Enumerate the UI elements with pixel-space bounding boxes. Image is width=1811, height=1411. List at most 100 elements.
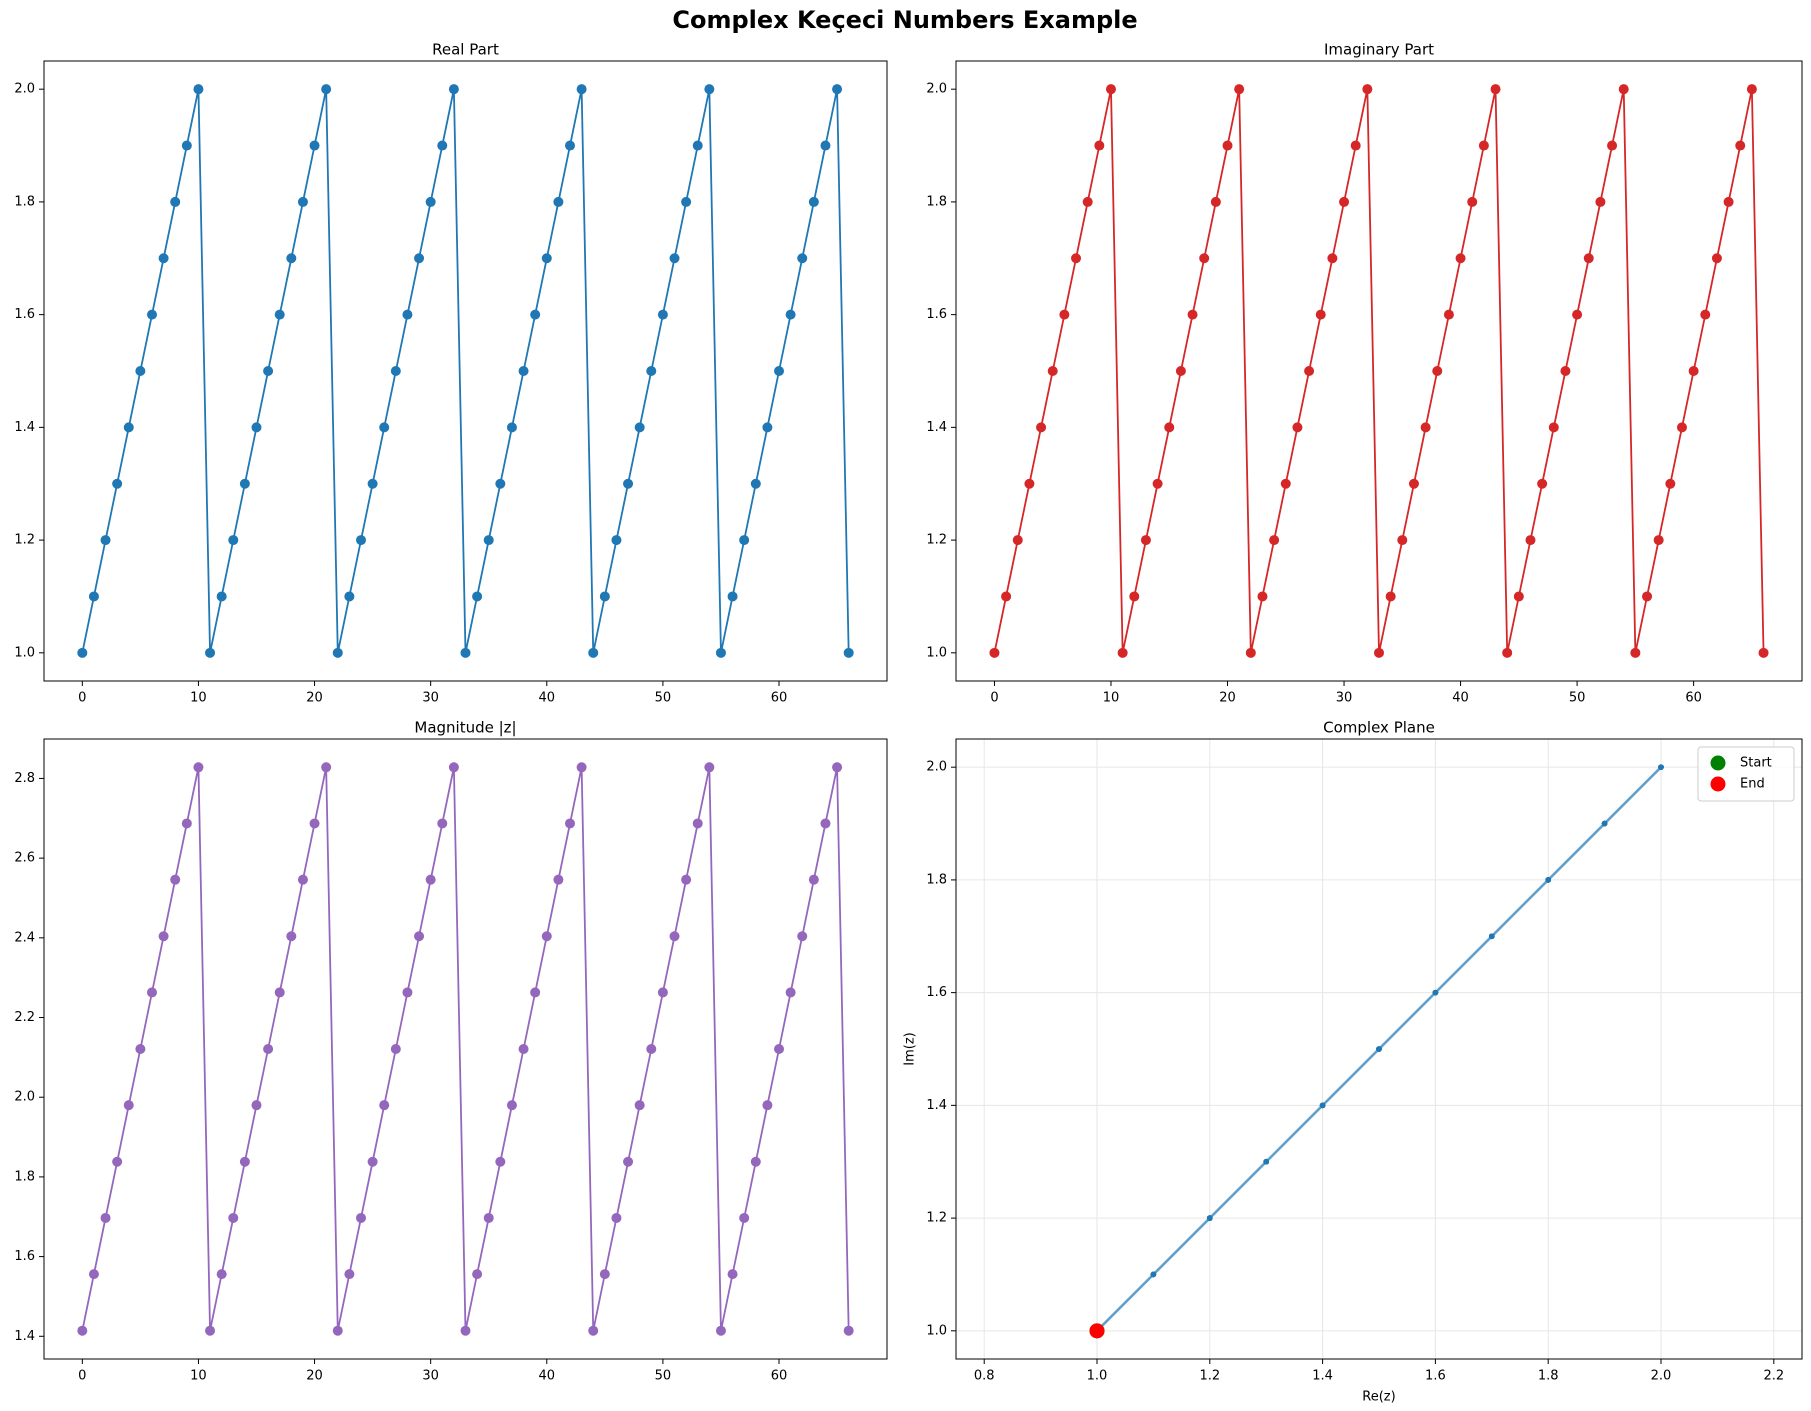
y-tick-label: 1.8 [14, 194, 35, 209]
data-point [216, 591, 227, 602]
data-point [251, 1100, 262, 1111]
data-point [263, 366, 274, 376]
data-point [123, 422, 134, 433]
data-point [530, 987, 541, 998]
data-point [727, 591, 738, 602]
data-point [762, 422, 773, 433]
data-point [1688, 366, 1699, 376]
data-point [146, 309, 157, 320]
y-tick-label: 1.4 [926, 1098, 947, 1113]
data-point [379, 1100, 390, 1111]
y-tick-label: 2.4 [14, 930, 35, 945]
data-point [344, 591, 355, 602]
data-point [88, 591, 99, 602]
data-point [785, 309, 796, 320]
data-point [100, 535, 111, 546]
data-point [170, 196, 181, 207]
data-point [1595, 196, 1606, 207]
y-tick-label: 1.2 [926, 1211, 947, 1226]
data-point [216, 1269, 227, 1280]
x-tick-label: 10 [190, 1369, 207, 1384]
data-point [448, 762, 459, 773]
data-point [1502, 647, 1513, 658]
data-point [390, 366, 401, 376]
data-point [355, 1212, 366, 1223]
data-point [1234, 84, 1245, 95]
data-point [797, 253, 808, 264]
data-point [611, 535, 622, 546]
x-tick-label: 30 [422, 1369, 439, 1384]
data-point [286, 253, 297, 264]
x-tick-label: 10 [190, 691, 207, 706]
data-point [1140, 535, 1151, 546]
data-point [820, 818, 831, 829]
data-point [1548, 422, 1559, 433]
data-point [112, 478, 123, 489]
data-point [297, 196, 308, 207]
data-point [669, 253, 680, 264]
data-point [1601, 820, 1608, 827]
legend-swatch [1710, 755, 1726, 771]
data-point [437, 140, 448, 151]
panel-title: Magnitude |z| [414, 719, 516, 737]
data-point [1376, 1046, 1382, 1052]
data-point [402, 987, 413, 998]
data-point [170, 874, 181, 885]
data-point [739, 535, 750, 546]
data-point [309, 818, 320, 829]
data-point [739, 1212, 750, 1223]
y-tick-label: 1.0 [926, 645, 947, 660]
data-point [1129, 591, 1140, 602]
data-point [1036, 422, 1047, 433]
data-point [1001, 591, 1012, 602]
x-tick-label: 50 [1569, 691, 1586, 706]
data-point [1735, 140, 1746, 151]
data-point [1094, 140, 1105, 151]
data-point [1478, 140, 1489, 151]
data-point [1560, 366, 1571, 376]
data-point [1711, 253, 1722, 264]
figure-title: Complex Keçeci Numbers Example [672, 6, 1137, 34]
panel-title: Imaginary Part [1324, 41, 1434, 59]
data-point [100, 1212, 111, 1223]
data-point [1490, 84, 1501, 95]
data-point [483, 1212, 494, 1223]
y-axis-label: Im(z) [903, 1032, 918, 1065]
data-point [239, 1156, 250, 1167]
data-point [1059, 309, 1070, 320]
data-point [750, 478, 761, 489]
data-point [158, 253, 169, 264]
data-point [344, 1269, 355, 1280]
data-point [193, 762, 204, 773]
data-point [286, 931, 297, 942]
data-point [1397, 535, 1408, 546]
data-point [251, 422, 262, 433]
data-point [1150, 1271, 1157, 1278]
data-point [588, 647, 599, 658]
data-point [657, 309, 668, 320]
data-point [1024, 478, 1035, 489]
panel: Imaginary Part 0 10 20 30 40 50 60 1.0 1.2 1.4 1.6 1… [926, 41, 1803, 706]
y-tick-label: 1.4 [14, 420, 35, 435]
data-point [1443, 309, 1454, 320]
data-point [1082, 196, 1093, 207]
data-point [135, 366, 146, 376]
legend-label: End [1740, 777, 1765, 792]
data-point [989, 647, 1000, 658]
y-tick-label: 2.0 [926, 760, 947, 775]
data-point [518, 1044, 529, 1054]
data-point [832, 84, 843, 95]
data-point [367, 1156, 378, 1167]
x-tick-label: 40 [1452, 691, 1469, 706]
legend-swatch [1710, 776, 1726, 792]
data-point [274, 309, 285, 320]
data-point [1455, 253, 1466, 264]
y-tick-label: 1.6 [14, 1249, 35, 1264]
data-point [112, 1156, 123, 1167]
y-tick-label: 1.8 [14, 1169, 35, 1184]
y-tick-label: 1.0 [14, 645, 35, 660]
data-point [472, 1269, 483, 1280]
data-point [820, 140, 831, 151]
x-tick-label: 2.0 [1651, 1369, 1672, 1384]
